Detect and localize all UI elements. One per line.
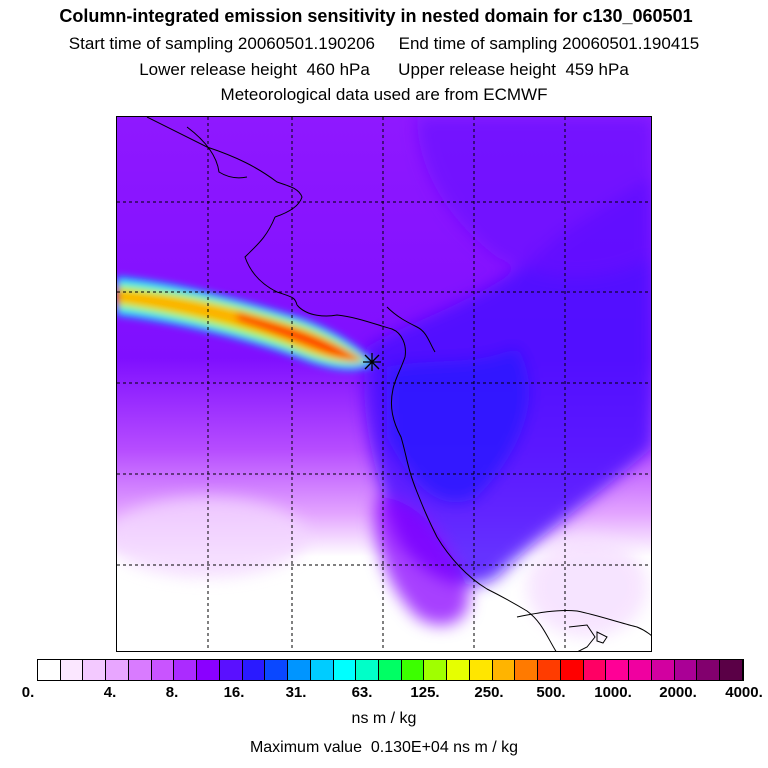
color-scale-bar <box>37 659 744 681</box>
pale-patch-west <box>117 497 307 577</box>
color-bin-6 <box>174 660 198 680</box>
end-time-label: End time of sampling 20060501.190415 <box>398 34 700 53</box>
blue-region-core <box>387 347 530 503</box>
color-bin-3 <box>106 660 129 680</box>
color-bin-15 <box>379 660 402 680</box>
color-bin-7 <box>197 660 220 680</box>
color-bin-5 <box>151 660 175 680</box>
color-bin-23 <box>560 660 584 680</box>
color-bin-22 <box>538 660 561 680</box>
plume-inner <box>117 290 363 362</box>
color-bin-19 <box>469 660 493 680</box>
graticule <box>117 117 651 651</box>
sampling-times: Start time of sampling 20060501.190206 E… <box>0 34 768 54</box>
color-bin-10 <box>265 660 289 680</box>
color-scale-tick-label: 16. <box>223 684 245 701</box>
color-scale-tick-label: 500. <box>536 684 566 701</box>
color-bin-20 <box>492 660 516 680</box>
color-scale-tick-label: 31. <box>285 684 307 701</box>
color-scale-tick-label: 4000. <box>725 684 763 701</box>
plume-core <box>237 312 365 361</box>
start-time-label: Start time of sampling 20060501.190206 <box>68 34 376 53</box>
color-scale-tick-label: 63. <box>351 684 373 701</box>
color-bin-2 <box>83 660 107 680</box>
upper-release-label: Upper release height 459 hPa <box>398 60 629 79</box>
violet-tail-south <box>374 497 469 626</box>
color-scale-tick-label: 250. <box>474 684 504 701</box>
color-bin-30 <box>720 660 743 680</box>
maximum-value-label: Maximum value 0.130E+04 ns m / kg <box>249 739 519 756</box>
color-bin-27 <box>651 660 675 680</box>
color-bin-25 <box>606 660 630 680</box>
color-bin-29 <box>697 660 721 680</box>
color-bin-0 <box>38 660 61 680</box>
color-scale-tick-label: 4. <box>103 684 117 701</box>
sensitivity-map <box>116 116 652 652</box>
color-bin-17 <box>424 660 448 680</box>
color-scale-tick-label: 8. <box>165 684 179 701</box>
color-bin-9 <box>242 660 266 680</box>
plot-title: Column-integrated emission sensitivity i… <box>59 6 693 26</box>
color-bin-8 <box>219 660 243 680</box>
color-bin-26 <box>629 660 652 680</box>
color-bin-14 <box>356 660 380 680</box>
color-scale-unit: ns m / kg <box>351 710 417 727</box>
release-heights: Lower release height 460 hPa Upper relea… <box>0 60 768 80</box>
color-scale-labels: 0. 4. 8. 16. 31. 63. 125. 250. 500. 1000. 2000. 400… <box>0 684 768 704</box>
color-scale-tick-label: 2000. <box>659 684 697 701</box>
color-scale-tick-label: 0. <box>21 684 35 701</box>
color-bin-28 <box>674 660 698 680</box>
color-bin-21 <box>515 660 539 680</box>
color-bin-13 <box>333 660 357 680</box>
color-scale-tick-label: 125. <box>410 684 440 701</box>
pale-patch-east <box>527 537 647 637</box>
blue-region-north <box>417 117 651 276</box>
color-bin-11 <box>288 660 311 680</box>
color-bin-16 <box>401 660 425 680</box>
met-data-label: Meteorological data used are from ECMWF <box>220 85 548 104</box>
color-bin-12 <box>310 660 334 680</box>
color-bin-24 <box>583 660 607 680</box>
release-point-marker <box>363 353 381 371</box>
lower-release-label: Lower release height 460 hPa <box>139 60 370 79</box>
color-bin-18 <box>447 660 470 680</box>
color-bin-4 <box>128 660 152 680</box>
color-bin-1 <box>60 660 84 680</box>
color-scale-tick-label: 1000. <box>594 684 632 701</box>
